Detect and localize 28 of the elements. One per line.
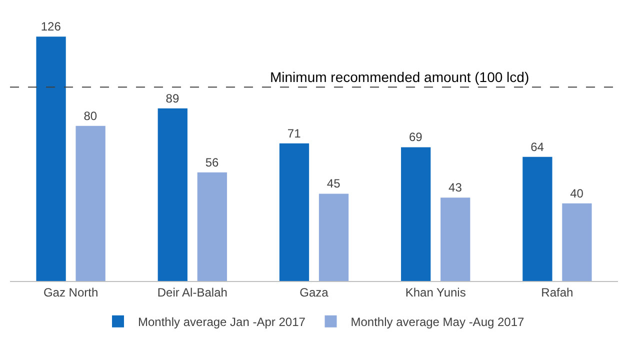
bar [76, 126, 106, 281]
x-tick-label: Gaza [300, 285, 329, 300]
x-tick-label: Rafah [541, 285, 574, 300]
x-tick-label: Gaz North [43, 285, 98, 300]
bar [562, 203, 592, 281]
legend-label: Monthly average Jan -Apr 2017 [138, 315, 306, 330]
bar [401, 147, 431, 281]
bar [279, 143, 310, 281]
bar [522, 156, 552, 281]
bar [440, 198, 470, 281]
data-label: 45 [326, 176, 341, 191]
data-label: 69 [409, 130, 423, 144]
data-label: 126 [40, 20, 62, 34]
bar [318, 194, 349, 281]
x-tick-label: Khan Yunis [405, 285, 466, 300]
data-label: 64 [530, 140, 544, 154]
data-label: 80 [84, 108, 98, 123]
bar [36, 36, 66, 281]
data-label: 43 [448, 180, 462, 195]
ref-line-label: Minimum recommended amount (100 lcd) [270, 69, 530, 85]
data-label: 56 [205, 155, 219, 170]
legend-label: Monthly average May -Aug 2017 [350, 315, 525, 330]
bar [197, 172, 227, 281]
data-label: 89 [166, 91, 180, 106]
data-label: 40 [570, 186, 584, 200]
x-tick-label: Deir Al-Balah [157, 285, 228, 300]
bar [158, 108, 188, 281]
data-label: 71 [287, 126, 302, 140]
